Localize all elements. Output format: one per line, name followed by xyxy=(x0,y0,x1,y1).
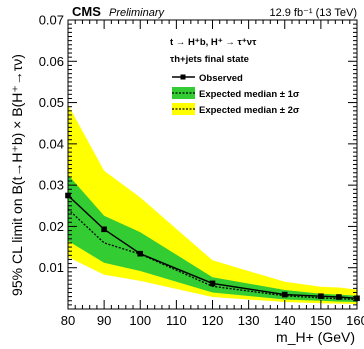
axis-ticks: 80 90 100 110 120 130 140 150 160 0.01 0.02 0.03 0.0… xyxy=(39,13,364,329)
y-tick-label: 0.01 xyxy=(39,260,64,275)
x-tick-label: 130 xyxy=(238,313,260,328)
observed-point xyxy=(209,280,216,287)
x-tick-label: 80 xyxy=(61,313,75,328)
y-tick-label: 0.02 xyxy=(39,219,64,234)
lumi-label: 12.9 fb⁻¹ (13 TeV) xyxy=(269,7,357,19)
y-tick-label: 0.03 xyxy=(39,178,64,193)
x-tick-label: 150 xyxy=(310,313,332,328)
uncertainty-bands xyxy=(68,104,357,304)
x-tick-label: 100 xyxy=(129,313,151,328)
y-axis-title: 95% CL limit on B(t→H⁺b) × B(H⁺→τν) xyxy=(9,54,25,296)
x-tick-label: 90 xyxy=(97,313,111,328)
final-state-annotation: τh+jets final state xyxy=(170,54,249,65)
y-tick-label: 0.04 xyxy=(39,136,64,151)
y-tick-label: 0.05 xyxy=(39,95,64,110)
legend: Observed Expected median ± 1σ Expected m… xyxy=(172,73,300,116)
expected-median-line xyxy=(67,208,358,301)
legend-1s-label: Expected median ± 1σ xyxy=(199,89,300,100)
observed-line xyxy=(67,194,358,299)
process-annotation: t → H⁺b, H⁺ → τ⁺ντ xyxy=(170,37,257,48)
observed-point xyxy=(336,294,342,300)
x-axis-title: m_H+ (GeV) xyxy=(276,329,355,345)
x-tick-label: 160 xyxy=(346,313,364,328)
legend-2s-label: Expected median ± 2σ xyxy=(199,105,300,116)
x-tick-label: 120 xyxy=(202,313,224,328)
legend-observed-swatch-marker xyxy=(180,74,186,80)
band-2sigma xyxy=(68,104,357,304)
observed-point xyxy=(318,293,324,299)
y-tick-label: 0.06 xyxy=(39,54,64,69)
x-tick-label: 140 xyxy=(274,313,296,328)
status-label: Preliminary xyxy=(109,7,166,19)
x-tick-label: 110 xyxy=(166,313,187,328)
y-tick-label: 0.07 xyxy=(39,13,64,28)
observed-point xyxy=(101,226,107,233)
observed-point xyxy=(281,291,288,298)
band-1sigma xyxy=(68,174,357,302)
experiment-label: CMS xyxy=(72,4,101,19)
legend-observed-label: Observed xyxy=(199,73,243,84)
observed-point xyxy=(137,250,143,257)
